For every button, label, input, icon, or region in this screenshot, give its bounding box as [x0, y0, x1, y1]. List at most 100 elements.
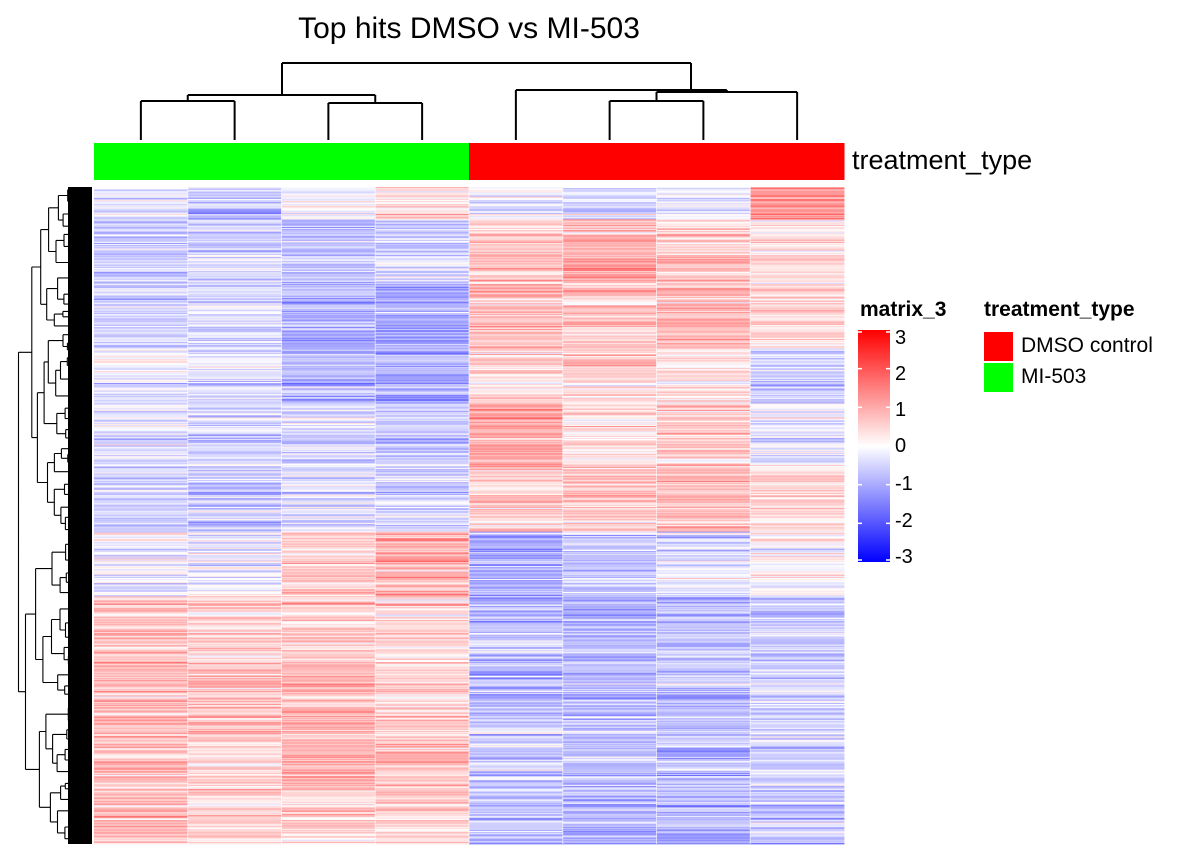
heatmap-cell: [562, 542, 657, 544]
heatmap-cell: [469, 269, 564, 272]
heatmap-cell: [562, 373, 657, 375]
heatmap-cell: [469, 653, 564, 655]
heatmap-cell: [281, 610, 376, 612]
heatmap-cell: [375, 791, 470, 793]
heatmap-cell: [281, 429, 376, 431]
heatmap-cell: [750, 473, 845, 475]
heatmap-cell: [281, 658, 376, 661]
heatmap-cell: [750, 415, 845, 417]
heatmap-cell: [750, 439, 845, 441]
heatmap-cell: [94, 716, 189, 719]
heatmap-cell: [656, 259, 751, 261]
heatmap-cell: [281, 786, 376, 789]
heatmap-cell: [469, 517, 564, 520]
heatmap-cell: [750, 593, 845, 595]
heatmap-cell: [469, 329, 564, 331]
heatmap-cell: [469, 208, 564, 211]
heatmap-cell: [562, 553, 657, 555]
heatmap-cell: [562, 579, 657, 581]
heatmap-cell: [562, 661, 657, 664]
heatmap-cell: [375, 313, 470, 315]
heatmap-cell: [375, 237, 470, 240]
heatmap-cell: [375, 421, 470, 424]
heatmap-cell: [94, 647, 189, 650]
heatmap-cell: [562, 400, 657, 402]
heatmap-cell: [562, 441, 657, 443]
heatmap-cell: [281, 693, 376, 695]
heatmap-cell: [469, 581, 564, 583]
heatmap-cell: [94, 446, 189, 449]
heatmap-cell: [469, 404, 564, 407]
heatmap-cell: [469, 399, 564, 401]
annotation-cell: [562, 143, 657, 180]
heatmap-cell: [375, 583, 470, 585]
heatmap-cell: [187, 740, 282, 743]
heatmap-cell: [187, 432, 282, 435]
heatmap-cell: [187, 502, 282, 505]
heatmap-cell: [187, 286, 282, 288]
heatmap-cell: [94, 533, 189, 536]
heatmap-cell: [656, 537, 751, 539]
heatmap-cell: [750, 215, 845, 217]
heatmap-cell: [469, 316, 564, 318]
heatmap-cell: [281, 341, 376, 343]
heatmap-cell: [375, 554, 470, 556]
heatmap-cell: [94, 616, 189, 619]
heatmap-cell: [375, 293, 470, 296]
heatmap-cell: [375, 674, 470, 677]
heatmap-cell: [469, 787, 564, 790]
heatmap-cell: [750, 282, 845, 285]
heatmap-cell: [656, 493, 751, 496]
heatmap-cell: [562, 647, 657, 650]
heatmap-cell: [375, 679, 470, 681]
heatmap-cell: [562, 659, 657, 662]
heatmap-cell: [281, 491, 376, 494]
heatmap-cell: [281, 262, 376, 264]
heatmap-cell: [750, 395, 845, 398]
heatmap-cell: [562, 573, 657, 576]
heatmap-cell: [375, 258, 470, 260]
heatmap-cell: [375, 219, 470, 221]
heatmap-cell: [281, 366, 376, 369]
heatmap-cell: [469, 593, 564, 595]
heatmap-cell: [94, 419, 189, 422]
heatmap-cell: [94, 483, 189, 485]
heatmap-cell: [281, 835, 376, 837]
heatmap-cell: [469, 549, 564, 552]
heatmap-cell: [656, 519, 751, 522]
heatmap-cell: [656, 308, 751, 311]
heatmap-cell: [94, 250, 189, 253]
heatmap-cell: [656, 317, 751, 319]
heatmap-cell: [375, 714, 470, 717]
heatmap-cell: [94, 749, 189, 751]
heatmap-cell: [469, 805, 564, 807]
heatmap-cell: [187, 559, 282, 562]
heatmap-cell: [750, 238, 845, 241]
heatmap-cell: [656, 224, 751, 227]
heatmap-cell: [562, 482, 657, 484]
heatmap-cell: [281, 380, 376, 383]
heatmap-cell: [469, 211, 564, 214]
heatmap-cell: [94, 216, 189, 218]
heatmap-cell: [469, 361, 564, 363]
heatmap-cell: [750, 586, 845, 589]
heatmap-cell: [656, 423, 751, 426]
heatmap-cell: [656, 233, 751, 235]
heatmap-cell: [469, 346, 564, 348]
heatmap-cell: [94, 347, 189, 349]
heatmap-cell: [281, 531, 376, 534]
heatmap-cell: [281, 458, 376, 460]
heatmap-cell: [469, 669, 564, 671]
heatmap-cell: [94, 415, 189, 417]
heatmap-cell: [94, 767, 189, 770]
annotation-cell: [469, 143, 564, 180]
heatmap-cell: [94, 601, 189, 604]
heatmap-cell: [750, 707, 845, 709]
heatmap-cell: [656, 231, 751, 233]
heatmap-cell: [469, 327, 564, 329]
heatmap-cell: [187, 246, 282, 248]
heatmap-cell: [656, 254, 751, 257]
heatmap-cell: [281, 639, 376, 641]
heatmap-cell: [469, 808, 564, 810]
heatmap-cell: [562, 380, 657, 383]
